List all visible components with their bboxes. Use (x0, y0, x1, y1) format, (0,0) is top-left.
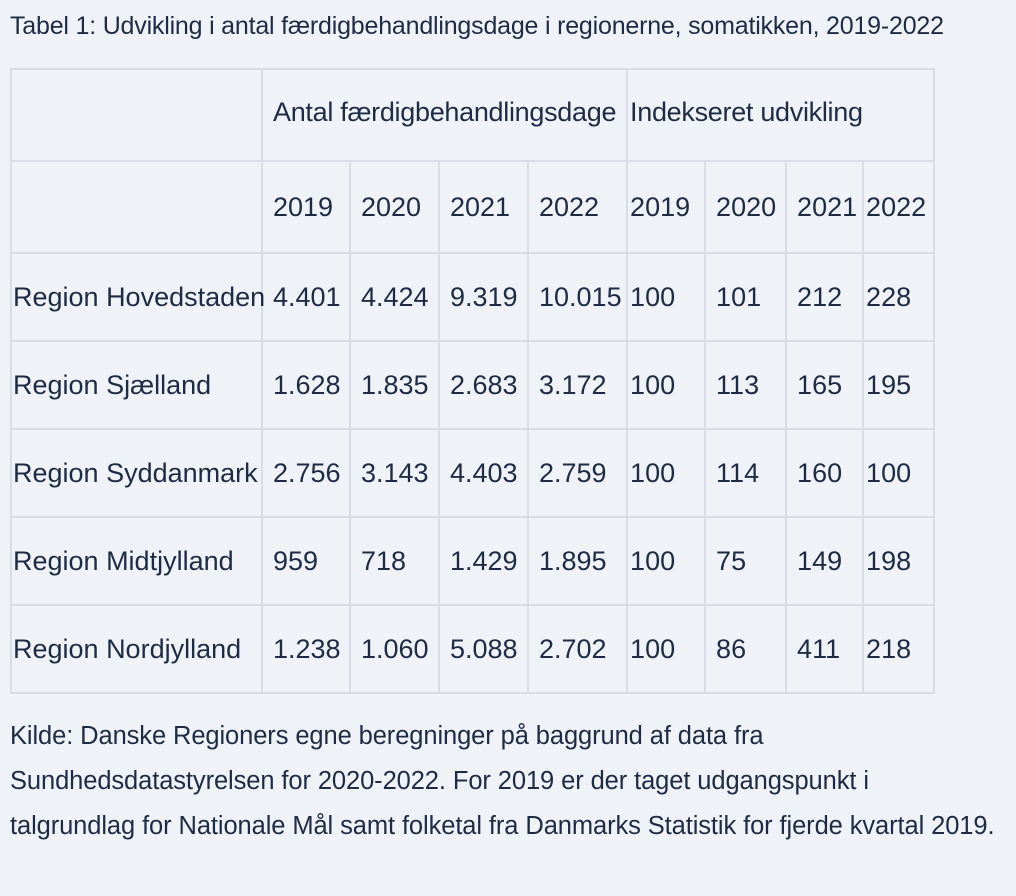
table-cell: 100 (626, 604, 707, 694)
source-note: Kilde: Danske Regioners egne beregninger… (10, 722, 995, 840)
table-cell: 86 (704, 604, 788, 694)
table-row: Region Sjælland 1.628 1.835 2.683 3.172 … (10, 340, 936, 430)
table-cell: 165 (785, 340, 865, 430)
table-cell: 2.702 (526, 604, 629, 694)
table-cell: 3.143 (349, 428, 440, 518)
year-header: 2022 (862, 160, 936, 254)
table-row: Region Hovedstaden 4.401 4.424 9.319 10.… (10, 252, 936, 342)
group-header-index: Indekseret udvikling (626, 68, 936, 162)
table-cell: 114 (704, 428, 788, 518)
table-cell: 1.060 (349, 604, 440, 694)
table-cell: 4.401 (261, 252, 351, 342)
table-cell: 718 (349, 516, 440, 606)
table-cell: 218 (862, 604, 936, 694)
table-row: Region Nordjylland 1.238 1.060 5.088 2.7… (10, 604, 936, 694)
region-label: Region Midtjylland (10, 516, 263, 606)
region-label: Region Hovedstaden (10, 252, 265, 342)
table-cell: 100 (626, 340, 707, 430)
group-header-row: Antal færdigbehandlingsdage Indekseret u… (10, 68, 936, 162)
table-row: Region Midtjylland 959 718 1.429 1.895 1… (10, 516, 936, 606)
table-cell: 9.319 (438, 252, 529, 342)
table-cell: 10.015 (526, 252, 629, 342)
year-header: 2019 (261, 160, 351, 254)
table-row: Region Syddanmark 2.756 3.143 4.403 2.75… (10, 428, 936, 518)
group-header-count: Antal færdigbehandlingsdage (260, 68, 629, 162)
year-header: 2022 (526, 160, 629, 254)
table-cell: 2.683 (438, 340, 529, 430)
table-cell: 1.238 (261, 604, 351, 694)
year-header: 2021 (785, 160, 865, 254)
region-label: Region Syddanmark (10, 428, 263, 518)
corner-cell (10, 160, 263, 254)
table-cell: 75 (704, 516, 788, 606)
table-cell: 1.628 (261, 340, 351, 430)
table-cell: 100 (626, 252, 707, 342)
table-cell: 4.403 (438, 428, 529, 518)
table-cell: 149 (785, 516, 865, 606)
year-header-row: 2019 2020 2021 2022 2019 2020 2021 2022 (10, 160, 936, 254)
region-label: Region Nordjylland (10, 604, 263, 694)
table-cell: 4.424 (349, 252, 440, 342)
table-cell: 212 (785, 252, 865, 342)
year-header: 2019 (626, 160, 707, 254)
table-cell: 1.835 (349, 340, 440, 430)
table-cell: 5.088 (438, 604, 529, 694)
table-cell: 1.429 (438, 516, 529, 606)
data-table: Antal færdigbehandlingsdage Indekseret u… (10, 68, 936, 694)
year-header: 2020 (349, 160, 440, 254)
table-cell: 959 (261, 516, 351, 606)
table-cell: 2.759 (526, 428, 629, 518)
table-cell: 101 (704, 252, 788, 342)
table-cell: 113 (704, 340, 788, 430)
region-label: Region Sjælland (10, 340, 263, 430)
table-cell: 160 (785, 428, 865, 518)
table-cell: 100 (626, 516, 707, 606)
table-cell: 100 (626, 428, 707, 518)
table-cell: 195 (862, 340, 936, 430)
year-header: 2021 (438, 160, 529, 254)
year-header: 2020 (704, 160, 788, 254)
table-cell: 2.756 (261, 428, 351, 518)
table-cell: 198 (862, 516, 936, 606)
table-cell: 3.172 (526, 340, 629, 430)
table-cell: 228 (862, 252, 936, 342)
table-cell: 1.895 (526, 516, 629, 606)
table-cell: 100 (862, 428, 936, 518)
table-title: Tabel 1: Udvikling i antal færdigbehandl… (10, 12, 944, 40)
corner-cell (10, 68, 263, 162)
table-cell: 411 (785, 604, 865, 694)
